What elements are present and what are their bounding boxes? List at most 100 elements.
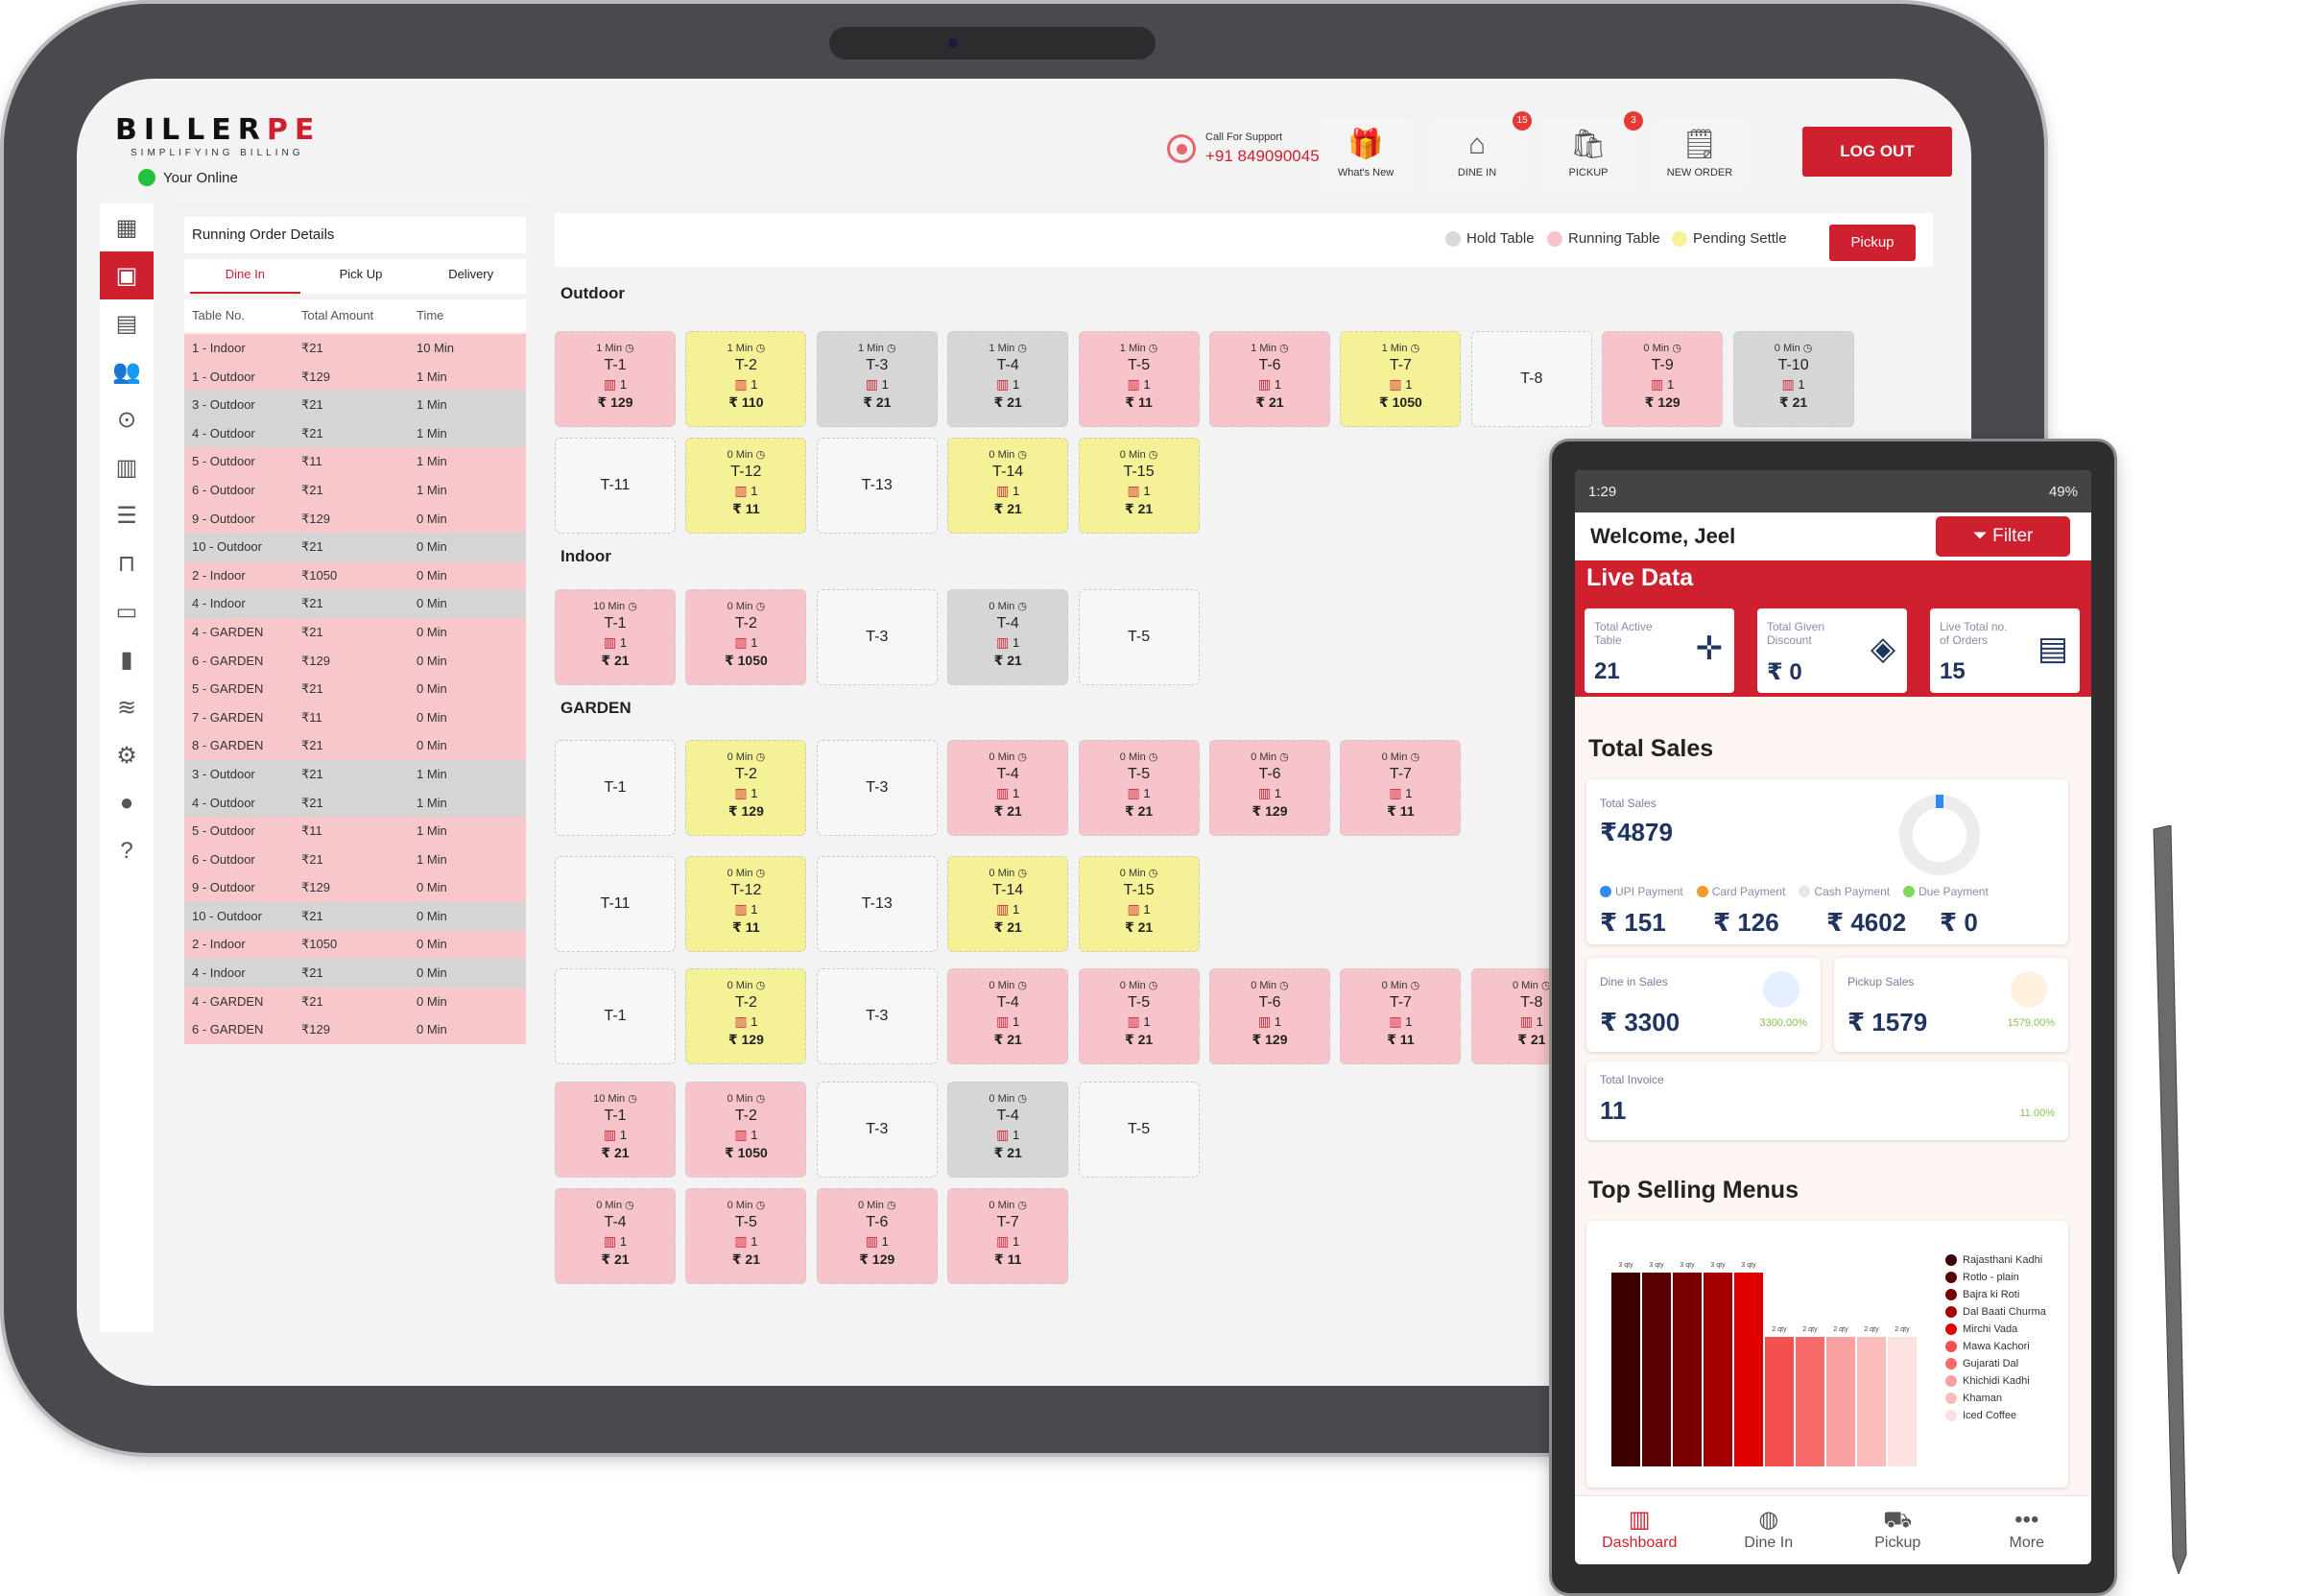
wifi-icon[interactable]: ≋ — [116, 694, 137, 721]
tab-dine-in[interactable]: Dine In — [190, 259, 300, 294]
order-row[interactable]: 2 - Indoor ₹1050 0 Min — [184, 560, 526, 590]
table-card-t-15[interactable]: 0 Min ◷ T-15 ▥ 1 ₹ 21 — [1078, 438, 1200, 535]
table-card-t-7[interactable]: 1 Min ◷ T-7 ▥ 1 ₹ 1050 — [1340, 330, 1462, 427]
tab-pick-up[interactable]: Pick Up — [339, 267, 383, 281]
order-row[interactable]: 10 - Outdoor ₹21 0 Min — [184, 901, 526, 931]
tables-icon[interactable]: ⊓ — [117, 550, 136, 577]
table-card-t-3[interactable]: T-3 — [816, 588, 938, 685]
branches-icon[interactable]: ▥ — [115, 454, 138, 481]
table-card-t-6[interactable]: 0 Min ◷ T-6 ▥ 1 ₹ 129 — [1209, 968, 1330, 1065]
table-card-t-6[interactable]: 1 Min ◷ T-6 ▥ 1 ₹ 21 — [1209, 330, 1330, 427]
analytics-icon[interactable]: ▮ — [120, 646, 133, 673]
table-card-t-4[interactable]: 0 Min ◷ T-4 ▥ 1 ₹ 21 — [947, 1081, 1069, 1178]
table-card-t-3[interactable]: T-3 — [816, 1081, 938, 1178]
table-card-t-4[interactable]: 0 Min ◷ T-4 ▥ 1 ₹ 21 — [947, 588, 1069, 685]
order-row[interactable]: 9 - Outdoor ₹129 0 Min — [184, 873, 526, 902]
table-card-t-2[interactable]: 0 Min ◷ T-2 ▥ 1 ₹ 1050 — [685, 1081, 807, 1178]
table-card-t-8[interactable]: T-8 — [1470, 330, 1592, 427]
table-card-t-15[interactable]: 0 Min ◷ T-15 ▥ 1 ₹ 21 — [1078, 855, 1200, 952]
reports-icon[interactable]: ▤ — [115, 310, 138, 337]
customers-icon[interactable]: 👥 — [112, 358, 141, 385]
nav-dine-in[interactable]: ◍ Dine In — [1704, 1496, 1834, 1564]
order-row[interactable]: 4 - Indoor ₹21 0 Min — [184, 959, 526, 988]
support-contact[interactable]: Call For Support +91 8490900456 — [1167, 131, 1328, 166]
settings-icon[interactable]: ⚙ — [116, 742, 137, 769]
table-card-t-4[interactable]: 0 Min ◷ T-4 ▥ 1 ₹ 21 — [947, 740, 1069, 837]
table-card-t-13[interactable]: T-13 — [816, 438, 938, 535]
table-card-t-5[interactable]: 0 Min ◷ T-5 ▥ 1 ₹ 21 — [1078, 740, 1200, 837]
table-card-t-5[interactable]: 0 Min ◷ T-5 ▥ 1 ₹ 21 — [1078, 968, 1200, 1065]
order-row[interactable]: 5 - GARDEN ₹21 0 Min — [184, 675, 526, 703]
orders-icon[interactable]: ☰ — [116, 502, 137, 529]
table-card-t-11[interactable]: T-11 — [555, 855, 676, 952]
order-row[interactable]: 4 - Outdoor ₹21 1 Min — [184, 788, 526, 818]
whats-new-button[interactable]: 🎁 What's New — [1319, 119, 1413, 192]
order-row[interactable]: 1 - Indoor ₹21 10 Min — [184, 334, 526, 363]
order-row[interactable]: 5 - Outdoor ₹11 1 Min — [184, 817, 526, 846]
table-card-t-5[interactable]: T-5 — [1078, 588, 1200, 685]
table-card-t-4[interactable]: 0 Min ◷ T-4 ▥ 1 ₹ 21 — [555, 1187, 676, 1284]
table-card-t-14[interactable]: 0 Min ◷ T-14 ▥ 1 ₹ 21 — [947, 438, 1069, 535]
order-row[interactable]: 5 - Outdoor ₹11 1 Min — [184, 447, 526, 476]
nav-more[interactable]: ••• More — [1963, 1496, 2092, 1564]
pos-icon[interactable]: ▣ — [100, 251, 154, 299]
table-card-t-11[interactable]: T-11 — [555, 438, 676, 535]
table-card-t-12[interactable]: 0 Min ◷ T-12 ▥ 1 ₹ 11 — [685, 438, 807, 535]
table-card-t-7[interactable]: 0 Min ◷ T-7 ▥ 1 ₹ 11 — [947, 1187, 1069, 1284]
support-phone-number[interactable]: +91 8490900456 — [1205, 147, 1329, 165]
nav-pickup[interactable]: ⛟ Pickup — [1833, 1496, 1963, 1564]
order-row[interactable]: 6 - GARDEN ₹129 0 Min — [184, 1015, 526, 1044]
order-row[interactable]: 4 - GARDEN ₹21 0 Min — [184, 987, 526, 1016]
table-card-t-2[interactable]: 0 Min ◷ T-2 ▥ 1 ₹ 1050 — [685, 588, 807, 685]
order-row[interactable]: 10 - Outdoor ₹21 0 Min — [184, 533, 526, 561]
table-card-t-7[interactable]: 0 Min ◷ T-7 ▥ 1 ₹ 11 — [1340, 740, 1462, 837]
table-card-t-2[interactable]: 1 Min ◷ T-2 ▥ 1 ₹ 110 — [685, 330, 807, 427]
table-card-t-3[interactable]: T-3 — [816, 740, 938, 837]
table-card-t-1[interactable]: 10 Min ◷ T-1 ▥ 1 ₹ 21 — [555, 588, 676, 685]
new-order-button[interactable]: 🗒 NEW ORDER — [1653, 119, 1747, 192]
nav-dashboard[interactable]: ▥ Dashboard — [1575, 1496, 1704, 1564]
table-card-t-1[interactable]: T-1 — [555, 968, 676, 1065]
order-row[interactable]: 2 - Indoor ₹1050 0 Min — [184, 930, 526, 960]
order-row[interactable]: 6 - Outdoor ₹21 1 Min — [184, 475, 526, 505]
table-card-t-5[interactable]: 1 Min ◷ T-5 ▥ 1 ₹ 11 — [1078, 330, 1200, 427]
table-card-t-14[interactable]: 0 Min ◷ T-14 ▥ 1 ₹ 21 — [947, 855, 1069, 952]
table-card-t-2[interactable]: 0 Min ◷ T-2 ▥ 1 ₹ 129 — [685, 740, 807, 837]
table-card-t-2[interactable]: 0 Min ◷ T-2 ▥ 1 ₹ 129 — [685, 968, 807, 1065]
table-card-t-6[interactable]: 0 Min ◷ T-6 ▥ 1 ₹ 129 — [1209, 740, 1330, 837]
dashboard-icon[interactable]: ▦ — [115, 214, 138, 241]
order-row[interactable]: 6 - GARDEN ₹129 0 Min — [184, 646, 526, 676]
order-row[interactable]: 9 - Outdoor ₹129 0 Min — [184, 504, 526, 534]
filter-button[interactable]: ⏷ Filter — [1936, 516, 2070, 557]
order-row[interactable]: 3 - Outdoor ₹21 1 Min — [184, 759, 526, 789]
order-row[interactable]: 4 - GARDEN ₹21 0 Min — [184, 617, 526, 647]
table-card-t-9[interactable]: 0 Min ◷ T-9 ▥ 1 ₹ 129 — [1602, 330, 1724, 427]
order-row[interactable]: 1 - Outdoor ₹129 1 Min — [184, 362, 526, 392]
table-card-t-1[interactable]: 10 Min ◷ T-1 ▥ 1 ₹ 21 — [555, 1081, 676, 1178]
dine-in-button[interactable]: ⌂ DINE IN 15 — [1430, 111, 1532, 192]
table-card-t-4[interactable]: 0 Min ◷ T-4 ▥ 1 ₹ 21 — [947, 968, 1069, 1065]
logout-button[interactable]: LOG OUT — [1802, 127, 1952, 177]
pickup-button[interactable]: 🛍 PICKUP 3 — [1541, 111, 1643, 192]
table-card-t-5[interactable]: T-5 — [1078, 1081, 1200, 1178]
table-card-t-4[interactable]: 1 Min ◷ T-4 ▥ 1 ₹ 21 — [947, 330, 1069, 427]
table-card-t-10[interactable]: 0 Min ◷ T-10 ▥ 1 ₹ 21 — [1732, 330, 1854, 427]
order-row[interactable]: 8 - GARDEN ₹21 0 Min — [184, 731, 526, 760]
table-card-t-3[interactable]: T-3 — [816, 968, 938, 1065]
user-icon[interactable]: ● — [119, 790, 134, 816]
order-row[interactable]: 7 - GARDEN ₹11 0 Min — [184, 703, 526, 732]
table-card-t-6[interactable]: 0 Min ◷ T-6 ▥ 1 ₹ 129 — [816, 1187, 938, 1284]
table-card-t-12[interactable]: 0 Min ◷ T-12 ▥ 1 ₹ 11 — [685, 855, 807, 952]
pickup-filter-button[interactable]: Pickup — [1829, 225, 1916, 261]
order-row[interactable]: 6 - Outdoor ₹21 1 Min — [184, 845, 526, 874]
table-card-t-1[interactable]: 1 Min ◷ T-1 ▥ 1 ₹ 129 — [555, 330, 676, 427]
table-card-t-1[interactable]: T-1 — [555, 740, 676, 837]
payments-icon[interactable]: ⊙ — [116, 406, 137, 433]
order-row[interactable]: 4 - Outdoor ₹21 1 Min — [184, 418, 526, 448]
help-icon[interactable]: ? — [120, 838, 133, 864]
table-card-t-5[interactable]: 0 Min ◷ T-5 ▥ 1 ₹ 21 — [685, 1187, 807, 1284]
order-row[interactable]: 3 - Outdoor ₹21 1 Min — [184, 391, 526, 419]
calendar-icon[interactable]: ▭ — [115, 598, 138, 625]
table-card-t-3[interactable]: 1 Min ◷ T-3 ▥ 1 ₹ 21 — [816, 330, 938, 427]
table-card-t-13[interactable]: T-13 — [816, 855, 938, 952]
